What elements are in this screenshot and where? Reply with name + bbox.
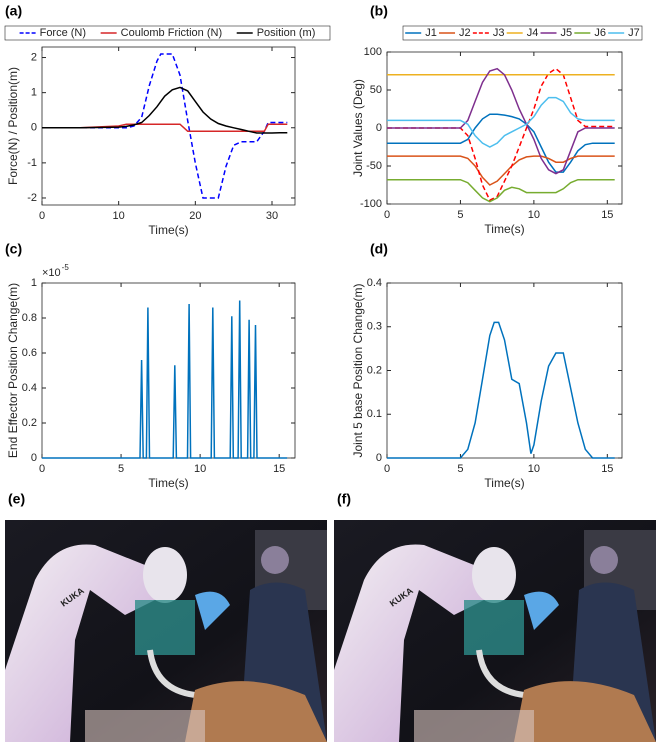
legend-label: J6 <box>594 27 606 39</box>
x-tick-label: 20 <box>189 210 201 222</box>
panel-label: (d) <box>370 241 388 257</box>
y-tick-label: 0.2 <box>367 364 382 376</box>
x-tick-label: 5 <box>457 463 463 475</box>
panel-label: (a) <box>5 3 22 19</box>
y-tick-label: 0.1 <box>367 408 382 420</box>
y-tick-label: 0 <box>31 122 37 134</box>
series-line <box>42 86 288 134</box>
y-tick-label: 0 <box>376 122 382 134</box>
x-tick-label: 0 <box>39 210 45 222</box>
legend-label: J5 <box>561 27 573 39</box>
photo-e: (e) KUKA <box>5 491 327 742</box>
y-axis-label: End Effector Position Change(m) <box>6 283 20 458</box>
series-line <box>42 300 288 459</box>
panel-label: (c) <box>5 241 22 257</box>
y-exponent: ×10 <box>42 267 61 279</box>
x-tick-label: 15 <box>601 209 613 221</box>
axes-box <box>41 282 296 459</box>
y-tick-label: 0.8 <box>22 312 37 324</box>
y-axis-label: Force(N) / Position(m) <box>6 67 20 185</box>
chart-panel: (b) 0 5 10 15 -100 -50 0 50 100 Time(s) Joint Value… <box>351 3 643 236</box>
series-line <box>387 96 615 148</box>
x-axis-label: Time(s) <box>484 222 524 236</box>
x-tick-label: 10 <box>113 210 125 222</box>
legend-label: Coulomb Friction (N) <box>121 27 222 39</box>
y-tick-label: -2 <box>27 192 37 204</box>
y-tick-label: 0.3 <box>367 321 382 333</box>
x-tick-label: 0 <box>384 463 390 475</box>
panel-label: (f) <box>337 491 351 507</box>
legend-label: J2 <box>459 27 471 39</box>
x-tick-label: 0 <box>384 209 390 221</box>
x-tick-label: 10 <box>528 463 540 475</box>
legend-label: Force (N) <box>40 27 86 39</box>
y-tick-label: 1 <box>31 87 37 99</box>
x-axis-label: Time(s) <box>148 476 188 490</box>
legend: Force (N) Coulomb Friction (N) Position (m… <box>4 25 331 41</box>
x-tick-label: 15 <box>273 463 285 475</box>
legend-label: J4 <box>527 27 539 39</box>
legend-box <box>4 25 331 41</box>
chart-panel: (c) 0 5 10 15 0 0.2 0.4 0.6 0.8 1 Time(s) End Effect… <box>5 241 296 490</box>
series-line <box>387 155 615 186</box>
series-line <box>387 113 615 173</box>
y-tick-label: 50 <box>370 84 382 96</box>
y-axis-label: Joint 5 base Position Change(m) <box>351 283 365 457</box>
series-line <box>387 67 615 175</box>
legend-label: J1 <box>425 27 437 39</box>
x-tick-label: 15 <box>601 463 613 475</box>
x-axis-label: Time(s) <box>148 223 188 237</box>
x-tick-label: 0 <box>39 463 45 475</box>
y-tick-label: 2 <box>31 51 37 63</box>
x-tick-label: 10 <box>528 209 540 221</box>
y-tick-label: 0.4 <box>367 277 382 289</box>
y-tick-label: 0.6 <box>22 347 37 359</box>
x-tick-label: 5 <box>118 463 124 475</box>
y-tick-label: 0.2 <box>22 417 37 429</box>
x-tick-label: 30 <box>266 210 278 222</box>
y-tick-label: 0 <box>31 452 37 464</box>
legend-label: Position (m) <box>257 27 316 39</box>
x-tick-label: 10 <box>194 463 206 475</box>
x-tick-label: 5 <box>457 209 463 221</box>
photo-f: (f) KUKA <box>334 491 656 742</box>
x-axis-label: Time(s) <box>484 476 524 490</box>
y-tick-label: 1 <box>31 277 37 289</box>
axes-box <box>386 282 623 459</box>
y-exponent-power: -5 <box>62 263 70 272</box>
chart-panel: (a) 0 10 20 30 -2 -1 0 1 2 Time(s) Force(N) / Posit… <box>4 3 331 237</box>
panel-label: (e) <box>8 491 25 507</box>
y-tick-label: 0.4 <box>22 382 37 394</box>
legend-label: J7 <box>628 27 640 39</box>
legend-label: J3 <box>493 27 505 39</box>
legend: J1 J2 J3 J4 J5 J6 J7 <box>402 25 643 41</box>
series-line <box>387 178 615 203</box>
y-tick-label: 0 <box>376 452 382 464</box>
axes-box <box>41 46 296 206</box>
y-tick-label: 100 <box>364 46 382 58</box>
series-line <box>42 53 288 199</box>
y-tick-label: -100 <box>360 198 382 210</box>
y-tick-label: -1 <box>27 157 37 169</box>
y-axis-label: Joint Values (Deg) <box>351 79 365 177</box>
series-line <box>387 321 615 459</box>
panel-label: (b) <box>370 3 388 19</box>
y-tick-label: -50 <box>366 160 382 172</box>
series-line <box>387 67 615 202</box>
chart-panel: (d) 0 5 10 15 0 0.1 0.2 0.3 0.4 Time(s) Joint 5 bas… <box>351 241 623 490</box>
